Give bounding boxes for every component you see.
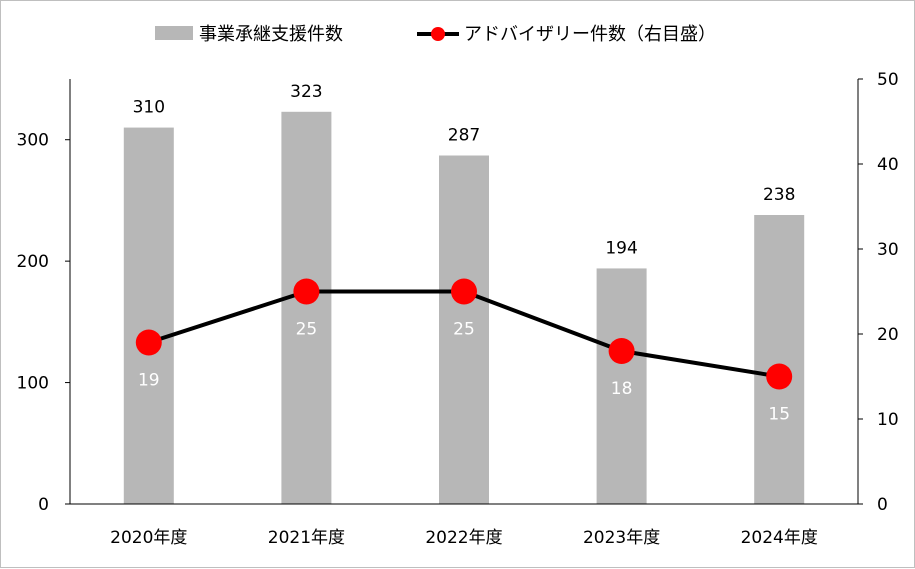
right-tick-label: 50 [877,70,899,90]
x-tick-label: 2024年度 [741,528,818,548]
line-marker [135,329,162,356]
bar [281,111,332,505]
bar-data-label: 238 [763,185,795,205]
bar [596,268,647,504]
bar-data-label: 194 [605,238,637,258]
right-tick-label: 30 [877,240,899,260]
line-data-label: 19 [138,371,160,391]
bar [754,215,805,504]
right-tick-label: 20 [877,325,899,345]
line-data-label: 25 [296,320,318,340]
x-tick-label: 2021年度 [268,528,345,548]
legend-bar-swatch [155,26,193,40]
bar-data-label: 323 [290,82,322,102]
left-tick-label: 0 [38,495,49,515]
bar-data-label: 287 [448,126,480,146]
bar [439,155,489,504]
line-marker [451,278,477,305]
left-tick-label: 300 [17,131,49,151]
left-tick-label: 100 [17,374,49,394]
line-marker [766,363,793,390]
right-tick-label: 10 [877,410,899,430]
right-tick-label: 0 [877,495,888,515]
line-data-label: 15 [768,405,790,425]
x-tick-label: 2023年度 [583,528,660,548]
x-tick-label: 2022年度 [425,528,502,548]
line-marker [293,278,320,305]
legend-bar-label: 事業承継支援件数 [199,24,343,45]
legend-line-marker [431,27,445,41]
bar [123,127,174,505]
line-marker [608,338,635,364]
line-data-label: 18 [611,379,633,399]
right-tick-label: 40 [877,155,899,175]
legend-line-label: アドバイザリー件数（右目盛） [464,24,716,45]
bar-data-label: 310 [133,98,165,118]
line-data-label: 25 [453,320,475,340]
x-tick-label: 2020年度 [110,528,187,548]
left-tick-label: 200 [17,252,49,272]
